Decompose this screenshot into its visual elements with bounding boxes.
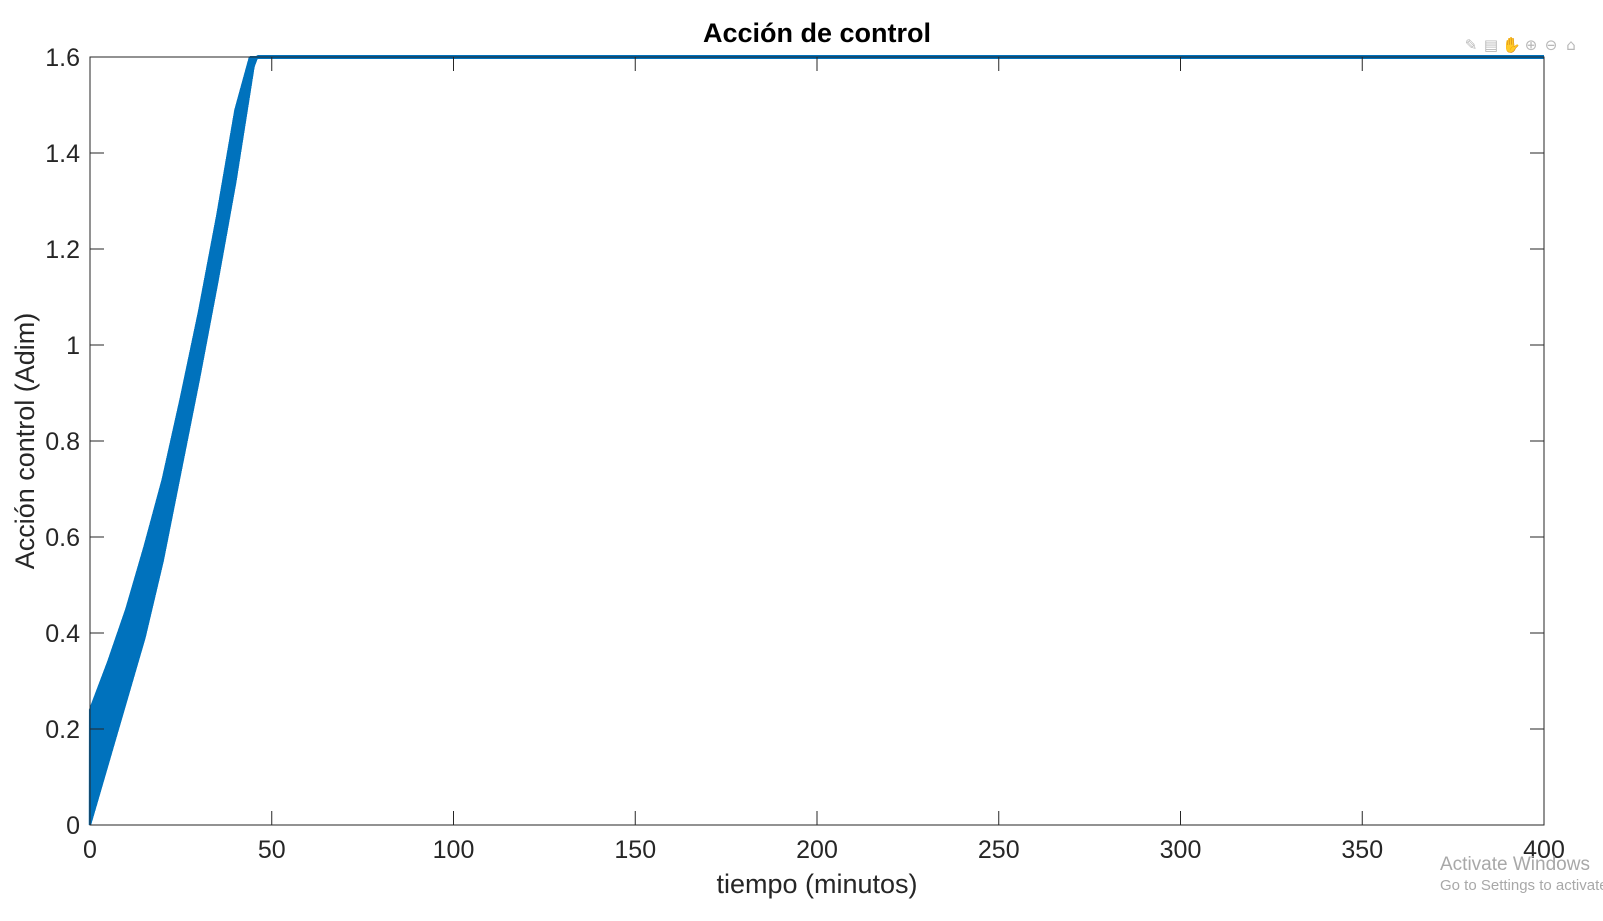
x-tick-label: 350 bbox=[1341, 836, 1383, 864]
x-axis-label: tiempo (minutos) bbox=[716, 869, 917, 899]
watermark-line1: Activate Windows bbox=[1440, 854, 1590, 875]
axes-toolbar: ✎ ▤ ✋ ⊕ ⊖ ⌂ bbox=[1462, 36, 1580, 54]
y-tick-label: 0.2 bbox=[45, 716, 80, 744]
brush-icon[interactable]: ✎ bbox=[1464, 36, 1478, 54]
zoom-out-icon[interactable]: ⊖ bbox=[1544, 36, 1558, 54]
x-tick-label: 0 bbox=[83, 836, 97, 864]
x-tick-label: 150 bbox=[614, 836, 656, 864]
oscillation-line bbox=[88, 55, 259, 826]
datatip-icon[interactable]: ▤ bbox=[1483, 36, 1499, 54]
home-icon[interactable]: ⌂ bbox=[1566, 36, 1576, 54]
y-tick-label: 0.6 bbox=[45, 524, 80, 552]
watermark-line2: Go to Settings to activate Windows. bbox=[1440, 877, 1603, 894]
activate-windows-watermark: Activate Windows Go to Settings to activ… bbox=[1440, 853, 1603, 895]
x-tick-label: 200 bbox=[796, 836, 838, 864]
y-tick-label: 1 bbox=[66, 332, 80, 360]
y-tick-label: 1.2 bbox=[45, 236, 80, 264]
x-tick-label: 50 bbox=[258, 836, 286, 864]
plot-area bbox=[90, 57, 1544, 825]
y-tick-label: 1.6 bbox=[45, 44, 80, 72]
y-axis-label: Acción control (Adim) bbox=[10, 313, 40, 570]
y-tick-label: 0.4 bbox=[45, 620, 80, 648]
x-tick-label: 100 bbox=[433, 836, 475, 864]
pan-icon[interactable]: ✋ bbox=[1502, 36, 1521, 54]
y-tick-label: 1.4 bbox=[45, 140, 80, 168]
x-tick-label: 400 bbox=[1523, 836, 1565, 864]
y-tick-label: 0 bbox=[66, 812, 80, 840]
x-tick-label: 300 bbox=[1160, 836, 1202, 864]
chart-title: Acción de control bbox=[703, 18, 931, 48]
y-tick-label: 0.8 bbox=[45, 428, 80, 456]
zoom-in-icon[interactable]: ⊕ bbox=[1524, 36, 1538, 54]
x-tick-label: 250 bbox=[978, 836, 1020, 864]
